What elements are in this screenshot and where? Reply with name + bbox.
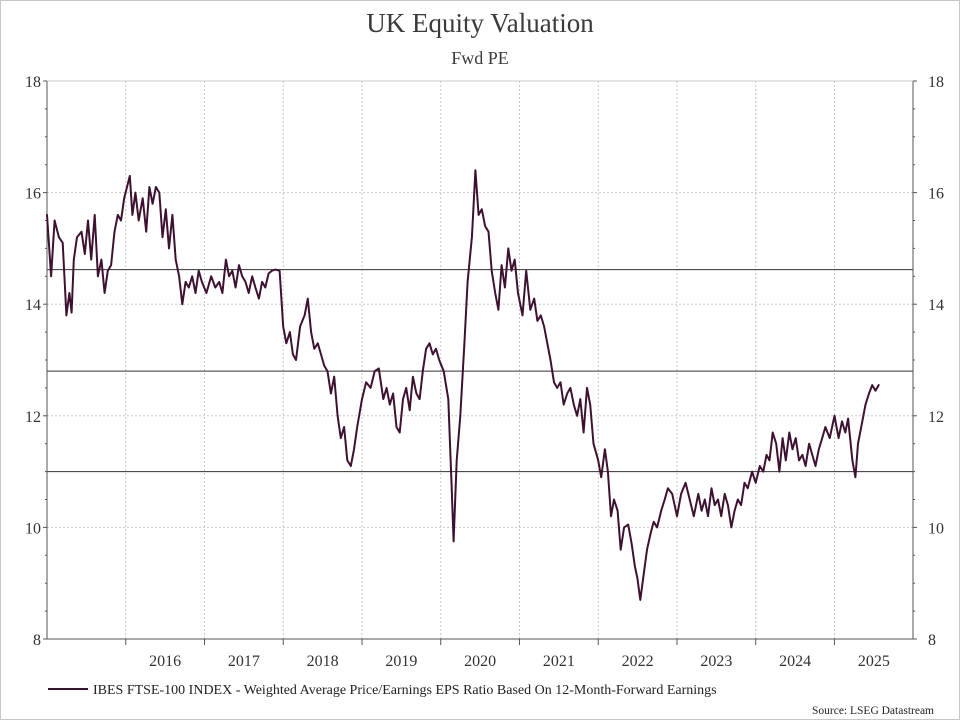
x-tick-label: 2022 — [622, 653, 654, 670]
y-tick-label-right: 10 — [928, 520, 944, 537]
legend-label: IBES FTSE-100 INDEX - Weighted Average P… — [93, 683, 717, 698]
axes — [43, 80, 917, 645]
y-tick-label-right: 16 — [928, 186, 944, 203]
x-tick-label: 2019 — [385, 653, 417, 670]
chart-subtitle: Fwd PE — [451, 48, 509, 68]
y-tick-labels: 8 8 10 10 12 12 14 14 16 16 18 18 — [25, 74, 944, 649]
x-tick-label: 2025 — [858, 653, 890, 670]
y-tick-label-right: 14 — [928, 297, 944, 314]
x-tick-label: 2018 — [307, 653, 339, 670]
x-tick-labels: 2016 2017 2018 2019 2020 2021 2022 2023 2024 2025 — [149, 653, 890, 670]
source-note: Source: LSEG Datastream — [812, 705, 934, 717]
reference-lines — [47, 269, 913, 473]
chart-title: UK Equity Valuation — [366, 8, 594, 38]
x-tick-label: 2021 — [543, 653, 575, 670]
y-tick-label-right: 18 — [928, 74, 944, 91]
y-tick-label-left: 18 — [25, 74, 41, 91]
x-tick-label: 2020 — [464, 653, 496, 670]
y-tick-label-left: 8 — [33, 632, 41, 649]
series-line — [46, 169, 880, 601]
x-tick-label: 2023 — [700, 653, 732, 670]
x-tick-label: 2016 — [149, 653, 181, 670]
y-tick-label-left: 12 — [25, 409, 41, 426]
grid — [47, 81, 913, 639]
y-tick-label-left: 16 — [25, 186, 41, 203]
x-tick-label: 2017 — [228, 653, 260, 670]
legend: IBES FTSE-100 INDEX - Weighted Average P… — [48, 683, 717, 698]
y-tick-label-right: 8 — [928, 632, 936, 649]
y-tick-label-left: 10 — [25, 520, 41, 537]
x-tick-label: 2024 — [779, 653, 811, 670]
y-tick-label-right: 12 — [928, 409, 944, 426]
y-tick-label-left: 14 — [25, 297, 41, 314]
